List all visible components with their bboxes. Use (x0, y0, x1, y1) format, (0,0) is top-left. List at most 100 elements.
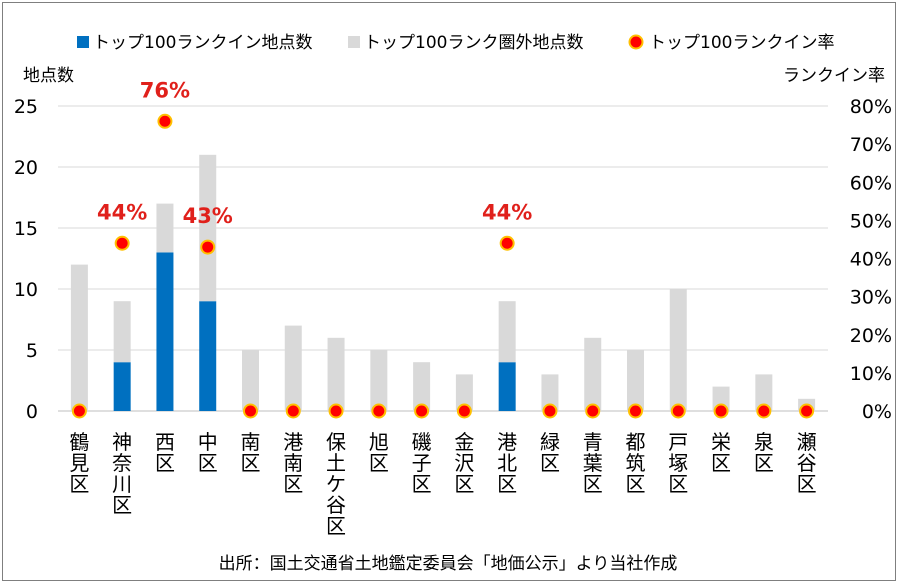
category-label-char: 南 (241, 430, 261, 454)
rate-point (200, 239, 216, 255)
bar-rankin (199, 301, 217, 411)
rate-point (585, 403, 601, 419)
bar-rankin (156, 252, 174, 411)
chart-svg: トップ100ランクイン地点数 トップ100ランク圏外地点数 トップ100ランクイ… (14, 33, 892, 574)
bar-outside (755, 374, 773, 411)
category-label-char: 区 (668, 472, 688, 496)
rate-data-label: 44% (482, 200, 532, 224)
category-label-char: 川 (112, 472, 132, 496)
category-label-char: 青 (583, 430, 603, 454)
bar-outside (199, 154, 217, 302)
bar-outside (541, 374, 559, 411)
category-label-char: 区 (69, 472, 89, 496)
rate-point (243, 403, 258, 419)
category-label-char: ケ (326, 472, 346, 496)
y-axis-right-ticks: 0% 10% 20% 30% 40% 50% 60% 70% 80% (850, 96, 892, 423)
category-label-char: 区 (112, 493, 132, 517)
bar-outside (113, 301, 131, 363)
category-label-char: 区 (283, 472, 303, 496)
category-label-char: 保 (326, 430, 346, 454)
legend: トップ100ランクイン地点数 トップ100ランク圏外地点数 トップ100ランクイ… (77, 33, 834, 53)
category-label-char: 沢 (454, 451, 474, 475)
bar-outside (327, 337, 345, 411)
rate-points: 44% 76% 43% 44% (71, 78, 815, 419)
category-label-char: 区 (454, 472, 474, 496)
category-label-char: 区 (241, 451, 261, 475)
y-right-tick-label: 0% (862, 401, 892, 423)
y-left-tick-label: 0 (26, 401, 38, 423)
rate-point (713, 403, 729, 419)
bar-rankin (498, 362, 516, 411)
category-label-char: 区 (198, 451, 218, 475)
rate-point (328, 403, 344, 419)
category-label-char: 子 (412, 451, 432, 475)
category-label-char: 区 (412, 472, 432, 496)
y-axis-right-title: ランクイン率 (783, 66, 885, 86)
bar-outside (70, 264, 88, 411)
category-label-char: 神 (112, 430, 132, 454)
category-label-char: 区 (626, 472, 646, 496)
category-label-char: 区 (711, 451, 731, 475)
category-label-char: 谷 (326, 493, 346, 517)
legend-label-rate: トップ100ランクイン率 (649, 33, 834, 53)
x-axis-categories: 鶴見区神奈川区西区中区南区港南区保土ケ谷区旭区磯子区金沢区港北区緑区青葉区都筑区… (69, 430, 816, 538)
category-label-char: 泉 (754, 430, 774, 454)
y-left-tick-label: 20 (14, 157, 38, 179)
bar-outside (584, 337, 602, 411)
rate-point (71, 403, 87, 419)
y-left-tick-label: 15 (14, 218, 38, 240)
y-right-tick-label: 50% (850, 210, 892, 232)
category-label-char: 金 (454, 430, 474, 454)
category-label-char: 磯 (412, 430, 432, 454)
category-label-char: 鶴 (69, 430, 89, 454)
rate-point (456, 403, 472, 419)
category-label-char: 区 (369, 451, 389, 475)
y-axis-left-ticks: 0 5 10 15 20 25 (14, 96, 38, 423)
rate-point (542, 403, 558, 419)
rate-point (670, 403, 686, 419)
bar-outside (370, 350, 388, 411)
category-label-char: 筑 (626, 451, 646, 475)
category-label-char: 戸 (668, 430, 688, 454)
category-label-char: 見 (69, 451, 89, 475)
category-label-char: 葉 (583, 451, 603, 475)
bar-outside (669, 289, 687, 411)
category-label-char: 区 (754, 451, 774, 475)
rate-point (499, 235, 515, 251)
category-label-char: 北 (497, 451, 517, 475)
y-right-tick-label: 10% (850, 363, 892, 385)
rate-data-label: 44% (97, 200, 147, 224)
y-left-tick-label: 10 (14, 279, 38, 301)
y-right-tick-label: 20% (850, 325, 892, 347)
y-left-tick-label: 5 (26, 340, 38, 362)
category-label-char: 土 (326, 451, 346, 475)
bar-outside (455, 374, 473, 411)
legend-swatch-rankin (77, 36, 89, 48)
bar-outside (413, 362, 431, 411)
category-label-char: 西 (155, 430, 175, 454)
y-right-tick-label: 70% (850, 134, 892, 156)
rate-data-label: 76% (140, 78, 190, 102)
category-label-char: 谷 (797, 451, 817, 475)
category-label-char: 区 (326, 514, 346, 538)
rate-point (799, 403, 815, 419)
category-label-char: 区 (797, 472, 817, 496)
category-label-char: 区 (583, 472, 603, 496)
rate-data-label: 43% (183, 204, 233, 228)
y-left-tick-label: 25 (14, 96, 38, 118)
category-label-char: 栄 (711, 430, 731, 454)
legend-label-outside: トップ100ランク圏外地点数 (364, 33, 583, 53)
bar-rankin (113, 362, 131, 411)
category-label-char: 塚 (668, 451, 688, 475)
bar-outside (627, 350, 644, 411)
bar-outside (242, 350, 259, 411)
y-right-tick-label: 30% (850, 287, 892, 309)
category-label-char: 港 (497, 430, 517, 454)
legend-marker-rate (628, 34, 644, 50)
category-label-char: 奈 (112, 451, 132, 475)
category-label-char: 瀬 (797, 430, 817, 454)
bar-outside (284, 325, 302, 411)
rate-point (756, 403, 772, 419)
category-label-char: 中 (198, 430, 218, 454)
legend-swatch-outside (348, 36, 360, 48)
